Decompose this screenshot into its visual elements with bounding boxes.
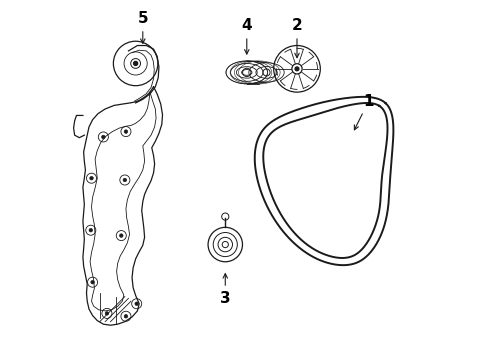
Circle shape [89, 228, 93, 232]
Circle shape [124, 315, 128, 318]
Text: 1: 1 [354, 94, 374, 130]
Circle shape [295, 67, 299, 71]
Circle shape [120, 234, 123, 237]
Text: 5: 5 [138, 11, 148, 43]
Circle shape [135, 302, 139, 306]
Circle shape [134, 62, 138, 66]
Text: 3: 3 [220, 274, 231, 306]
Circle shape [105, 312, 109, 315]
Text: 4: 4 [242, 18, 252, 54]
Circle shape [90, 176, 93, 180]
Text: 2: 2 [292, 18, 302, 58]
Circle shape [123, 178, 126, 182]
Circle shape [101, 135, 105, 139]
Circle shape [124, 130, 128, 134]
Circle shape [91, 280, 95, 284]
